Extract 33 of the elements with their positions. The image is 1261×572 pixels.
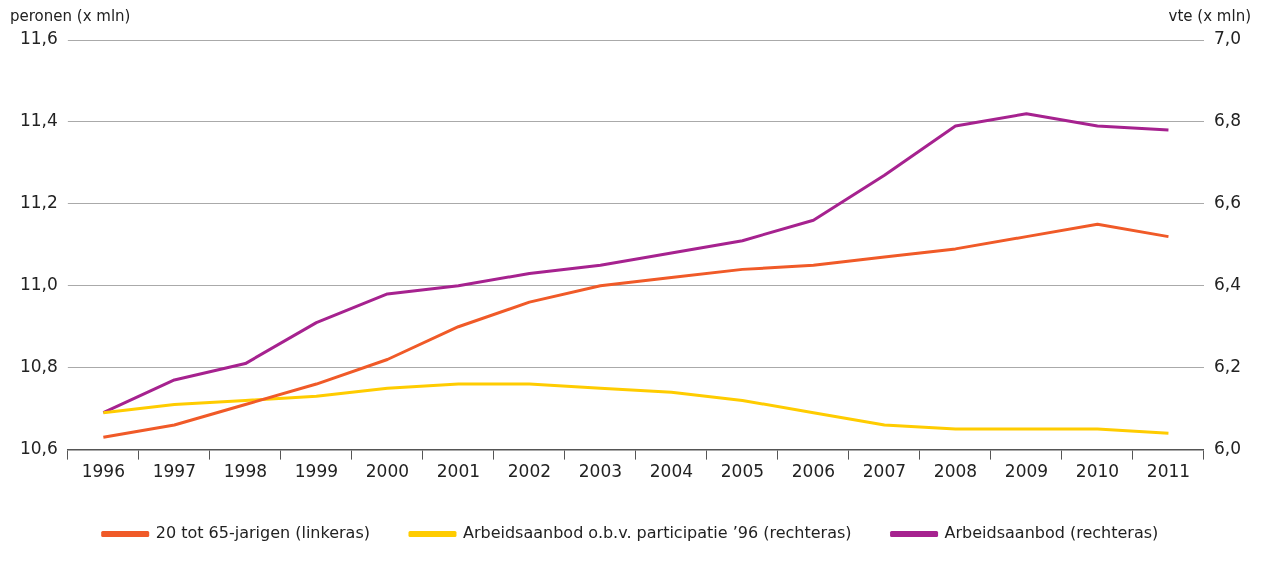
x-tick-label: 2004 xyxy=(649,461,694,482)
y-tick-label: 11,4 xyxy=(19,110,58,131)
y2-tick-label: 7,0 xyxy=(1213,28,1242,49)
x-tick-label: 1998 xyxy=(223,461,267,482)
y-axis-title: peronen (x mln) xyxy=(10,7,131,26)
x-tick-label: 1999 xyxy=(294,461,339,482)
y2-axis-title: vte (x mln) xyxy=(1168,7,1251,26)
y2-tick-label: 6,4 xyxy=(1213,274,1242,295)
legend-label: Arbeidsaanbod o.b.v. participatie ’96 (rechteras) xyxy=(462,523,852,543)
y2-tick-label: 6,6 xyxy=(1213,192,1242,213)
x-tick-label: 2011 xyxy=(1146,461,1191,482)
legend-label: Arbeidsaanbod (rechteras) xyxy=(944,523,1159,543)
y2-tick-label: 6,0 xyxy=(1213,438,1242,459)
y-tick-label: 11,0 xyxy=(19,274,58,295)
y-tick-label: 11,6 xyxy=(19,28,58,49)
y2-tick-label: 6,8 xyxy=(1213,110,1242,131)
y-tick-label: 10,8 xyxy=(19,356,58,377)
x-tick-label: 2005 xyxy=(720,461,765,482)
y2-tick-label: 6,2 xyxy=(1213,356,1242,377)
x-tick-label: 2008 xyxy=(933,461,978,482)
x-tick-label: 2009 xyxy=(1004,461,1049,482)
x-tick-label: 2007 xyxy=(862,461,907,482)
legend-label: 20 tot 65-jarigen (linkeras) xyxy=(155,523,370,543)
x-tick-label: 1997 xyxy=(152,461,196,482)
x-tick-label: 2010 xyxy=(1075,461,1120,482)
x-tick-label: 2001 xyxy=(436,461,481,482)
x-tick-label: 2002 xyxy=(507,461,552,482)
y-tick-label: 10,6 xyxy=(19,438,58,459)
x-tick-label: 2006 xyxy=(791,461,836,482)
x-tick-label: 2000 xyxy=(365,461,410,482)
x-tick-label: 2003 xyxy=(578,461,623,482)
x-tick-label: 1996 xyxy=(81,461,125,482)
y-tick-label: 11,2 xyxy=(19,192,58,213)
